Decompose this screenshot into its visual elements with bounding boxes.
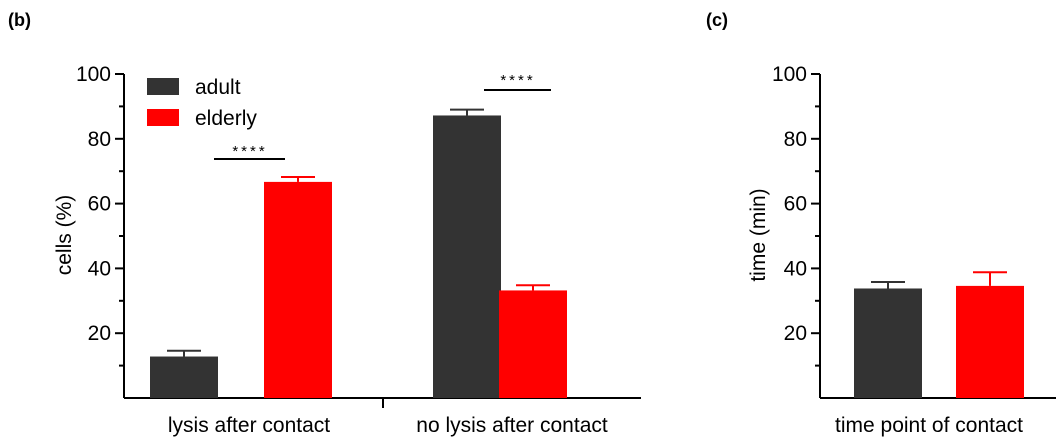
legend-label-adult: adult (195, 76, 241, 99)
chart-b-y-axis-label: cells (%) (53, 195, 76, 276)
y-tick-label: 100 (76, 63, 111, 86)
chart-c-bars (854, 271, 1024, 398)
legend-label-elderly: elderly (195, 107, 257, 130)
significance-stars: **** (232, 143, 267, 160)
chart-b: 20 40 60 80 100 cells (%) lysis after contac… (53, 63, 641, 437)
significance-stars: **** (500, 72, 535, 89)
bar (433, 115, 501, 399)
chart-c-x-axis-label: time point of contact (835, 414, 1023, 437)
y-tick-label: 40 (88, 257, 111, 280)
y-tick-label: 80 (784, 128, 807, 151)
panel-label-c: (c) (706, 10, 728, 30)
chart-c-y-axis-label: time (min) (747, 188, 770, 281)
bar (956, 285, 1024, 398)
bar (150, 356, 218, 398)
y-tick-label: 100 (772, 63, 807, 86)
y-tick-label: 40 (784, 257, 807, 280)
chart-b-category-label: no lysis after contact (416, 414, 608, 437)
chart-b-legend: adult elderly (147, 76, 257, 130)
chart-b-category-label: lysis after contact (168, 414, 330, 437)
y-tick-label: 60 (88, 193, 111, 216)
chart-b-ticks: 20 40 60 80 100 (76, 63, 124, 367)
y-tick-label: 20 (88, 322, 111, 345)
y-tick-label: 60 (784, 193, 807, 216)
chart-b-bars (150, 108, 567, 399)
legend-swatch-adult (147, 78, 179, 95)
legend-swatch-elderly (147, 109, 179, 126)
panel-label-b: (b) (8, 10, 31, 30)
y-tick-label: 80 (88, 128, 111, 151)
chart-b-significance: **** **** (214, 72, 551, 160)
y-tick-label: 20 (784, 322, 807, 345)
bar (264, 181, 332, 398)
bar (499, 290, 567, 398)
bar (854, 288, 922, 398)
chart-c-ticks: 20 40 60 80 100 (772, 63, 820, 367)
chart-c: 20 40 60 80 100 time (min) time point of con… (747, 63, 1056, 437)
